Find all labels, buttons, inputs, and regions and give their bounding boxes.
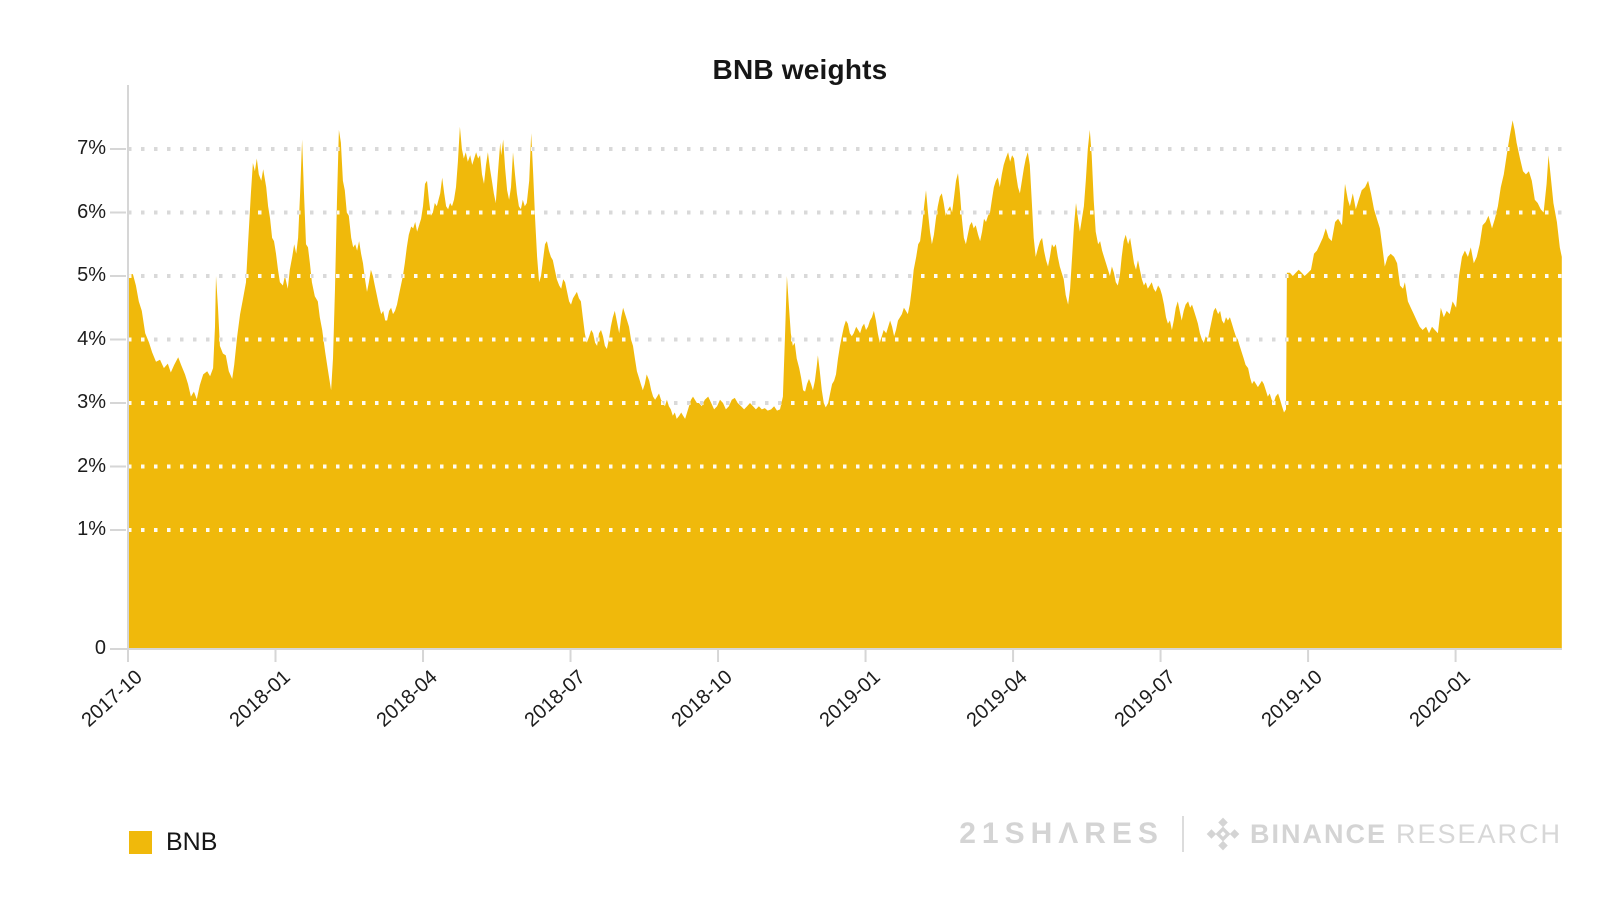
legend-swatch-bnb <box>129 831 152 854</box>
21shares-wordmark: 21SHΛRES <box>959 817 1164 850</box>
binance-suffix: RESEARCH <box>1395 818 1562 849</box>
y-axis-label-1pct: 1% <box>77 518 106 540</box>
binance-name: BINANCE <box>1249 818 1387 849</box>
y-axis-label-3pct: 3% <box>77 391 106 413</box>
footer-divider-bar <box>1181 816 1184 852</box>
y-axis-label-6pct: 6% <box>77 200 106 223</box>
binance-logo-icon <box>1206 817 1240 851</box>
y-axis-label-4pct: 4% <box>77 327 106 350</box>
binance-research-wordmark: BINANCE RESEARCH <box>1206 817 1562 851</box>
y-axis-label-0: 0 <box>94 637 106 659</box>
footer-brands: 21SHΛRES BINANCE RESEARCH <box>959 816 1562 852</box>
area-chart-canvas <box>110 85 1562 662</box>
plot-area: 0 1% 2% 3% 4% 5% 6% 7% 2017-10 2018-01 2018-04 201… <box>77 85 1562 731</box>
y-axis-label-5pct: 5% <box>77 264 106 286</box>
bnb-weight-area-series <box>129 120 1562 649</box>
legend-label-bnb: BNB <box>166 828 218 856</box>
y-axis-label-7pct: 7% <box>77 137 106 159</box>
legend: BNB <box>129 828 217 857</box>
y-axis-label-2pct: 2% <box>77 454 106 477</box>
axes <box>110 85 1562 662</box>
chart-title: BNB weights <box>712 54 888 85</box>
